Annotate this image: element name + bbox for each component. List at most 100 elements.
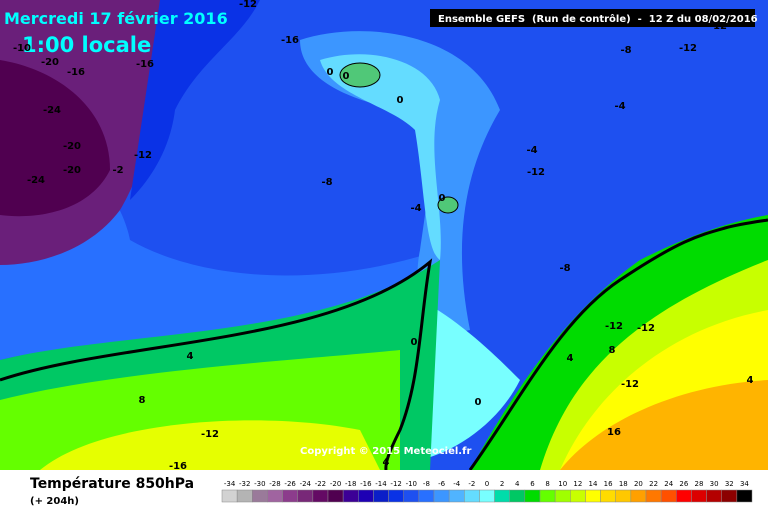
contour-label: -12	[621, 379, 639, 390]
legend-label: 22	[649, 480, 658, 488]
legend-swatch	[706, 489, 722, 503]
contour-label: -12	[637, 323, 655, 334]
variable: Température 850hPa	[30, 476, 194, 492]
zero-contour	[468, 218, 768, 471]
legend-label: 20	[634, 480, 643, 488]
contour-label: 4	[187, 351, 194, 362]
legend-swatch	[600, 489, 616, 503]
legend-swatch	[221, 489, 238, 503]
legend-label: 12	[573, 480, 582, 488]
contour-label: -16	[169, 461, 187, 472]
legend-label: 32	[725, 480, 734, 488]
contour-label: 4	[383, 457, 390, 468]
contour-label: 0	[475, 397, 482, 408]
legend-swatch	[570, 489, 586, 503]
legend-label: 10	[558, 480, 567, 488]
band	[40, 420, 380, 470]
legend-swatch	[252, 489, 268, 503]
contour-label: -4	[410, 203, 421, 214]
legend-label: -10	[406, 480, 417, 488]
band	[0, 120, 440, 360]
legend-label: 4	[515, 480, 520, 488]
contour-label: -10	[13, 43, 31, 54]
legend-label: -32	[239, 480, 250, 488]
legend-swatch	[524, 489, 541, 503]
contour-label: -16	[67, 67, 85, 78]
contour-label: -20	[63, 141, 81, 152]
legend-swatch	[327, 489, 344, 503]
legend-swatch	[615, 489, 632, 503]
legend-label: -16	[360, 480, 372, 488]
legend-swatch	[721, 489, 738, 503]
legend-label: -34	[224, 480, 236, 488]
band	[300, 31, 500, 332]
legend-label: -26	[284, 480, 296, 488]
legend-label: 14	[589, 480, 598, 488]
legend-label: -24	[300, 480, 312, 488]
contour-label: -24	[27, 175, 45, 186]
contour-label: 8	[139, 395, 146, 406]
contour-label: 16	[607, 427, 621, 438]
contour-label: -24	[43, 105, 61, 116]
legend-label: 16	[604, 480, 613, 488]
contour-label: 0	[397, 95, 404, 106]
legend-swatch	[342, 489, 359, 503]
legend-swatch	[236, 489, 253, 503]
contour-label: -20	[41, 57, 59, 68]
contour-label: -12	[679, 43, 697, 54]
legend-swatch	[373, 489, 389, 503]
contour-label: -12	[709, 21, 727, 32]
legend-swatch	[418, 489, 435, 503]
legend-swatch	[736, 489, 753, 503]
contour-label: -8	[620, 45, 631, 56]
contour-label: -16	[136, 59, 154, 70]
band	[408, 300, 520, 460]
contour-label: -20	[63, 165, 81, 176]
contour-label: -12	[527, 167, 545, 178]
legend-swatch	[297, 489, 314, 503]
legend-swatch	[660, 489, 677, 503]
legend-swatch	[645, 489, 662, 503]
contour-label: 0	[327, 67, 334, 78]
legend-swatch	[539, 489, 556, 503]
contour-label: 0	[411, 337, 418, 348]
contour-label: -4	[614, 101, 625, 112]
band	[130, 0, 260, 200]
legend-label: -14	[375, 480, 387, 488]
contour-label: 0	[439, 193, 446, 204]
copyright: Copyright © 2015 Meteociel.fr	[300, 446, 471, 457]
legend-swatch	[509, 489, 526, 503]
legend-label: 34	[740, 480, 749, 488]
legend-label: 18	[619, 480, 628, 488]
contour-label: -12	[605, 321, 623, 332]
legend-swatch	[403, 489, 420, 503]
legend-swatch	[388, 489, 404, 503]
legend-swatch	[267, 489, 283, 503]
legend-label: -6	[438, 480, 446, 488]
legend-swatch	[282, 489, 298, 503]
legend-label: 30	[710, 480, 719, 488]
contour-label: -16	[281, 35, 299, 46]
legend-swatch	[358, 489, 374, 503]
legend-label: 6	[530, 480, 535, 488]
legend-swatch	[312, 489, 329, 503]
legend-label: 28	[695, 480, 704, 488]
band	[320, 54, 441, 260]
legend-label: -12	[390, 480, 401, 488]
legend-label: 24	[664, 480, 673, 488]
contour-label: -8	[559, 263, 570, 274]
legend-label: -4	[453, 480, 461, 488]
legend-label: 8	[545, 480, 549, 488]
zero-contour	[0, 258, 433, 471]
contour-label: -8	[321, 177, 332, 188]
legend-swatch	[554, 489, 571, 503]
contour-label: 4	[747, 375, 754, 386]
legend-swatch	[448, 489, 465, 503]
legend-swatch	[433, 489, 450, 503]
legend-label: 2	[500, 480, 504, 488]
legend-label: -18	[345, 480, 356, 488]
legend-swatch	[676, 489, 692, 503]
island	[339, 62, 381, 88]
band	[560, 380, 768, 470]
